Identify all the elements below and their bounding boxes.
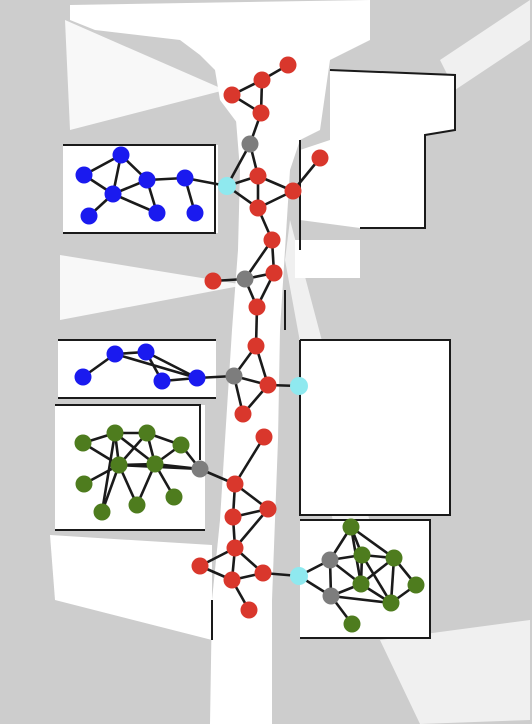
corridor-node [204,272,222,290]
junction-node [322,587,340,605]
green-room-node [75,475,93,493]
green-room-node [385,549,403,567]
green-room-node [353,546,371,564]
corridor-node [248,298,266,316]
green-room-node [342,518,360,536]
junction-node [236,270,254,288]
graph-edge [114,352,198,380]
corridor-node [224,508,242,526]
graph-edge [145,350,198,380]
graph-edge [233,436,266,485]
blue-room-node [186,204,204,222]
doorway-node [218,177,236,195]
green-room-node [128,496,146,514]
corridor-node [284,182,302,200]
corridor-node [223,86,241,104]
corridor-node [240,601,258,619]
green-room-node [110,456,128,474]
graph-edge [330,594,392,605]
junction-node [191,460,209,478]
blue-room-node [176,169,194,187]
corridor-node [249,199,267,217]
corridor-node [234,405,252,423]
junction-node [225,367,243,385]
green-room-node [138,424,156,442]
blue-room-node [104,185,122,203]
blue-room-node [74,368,92,386]
green-room-node [93,503,111,521]
blue-room-node [148,204,166,222]
graph-edge [360,554,393,604]
corridor-node [253,71,271,89]
corridor-node [226,539,244,557]
green-room-node [165,488,183,506]
corridor-node [223,571,241,589]
blue-room-node [138,171,156,189]
blue-room-node [75,166,93,184]
corridor-node [249,167,267,185]
blue-room-node [137,343,155,361]
green-room-node [172,436,190,454]
blue-room-node [106,345,124,363]
doorway-node [290,377,308,395]
green-room-node [407,576,425,594]
corridor-node [263,231,281,249]
corridor-node [265,264,283,282]
green-room-node [146,455,164,473]
graph-edge [350,525,395,560]
green-room-node [343,615,361,633]
graph-edge [234,508,269,549]
green-room-node [382,594,400,612]
corridor-node [259,376,277,394]
blue-room-node [188,369,206,387]
green-room-node [74,434,92,452]
blue-room-node [153,372,171,390]
graph-nodes [74,56,425,633]
blue-room-node [112,146,130,164]
free-space [50,0,530,724]
walls [55,69,456,640]
doorway-node [290,567,308,585]
corridor-node [311,149,329,167]
corridor-node [191,557,209,575]
corridor-node [279,56,297,74]
green-room-node [106,424,124,442]
corridor-node [226,475,244,493]
blue-room-node [80,207,98,225]
green-room-node [352,575,370,593]
corridor-node [252,104,270,122]
corridor-node [247,337,265,355]
corridor-node [255,428,273,446]
junction-node [321,551,339,569]
junction-node [241,135,259,153]
corridor-node [259,500,277,518]
graph-edge [100,432,117,513]
corridor-node [254,564,272,582]
